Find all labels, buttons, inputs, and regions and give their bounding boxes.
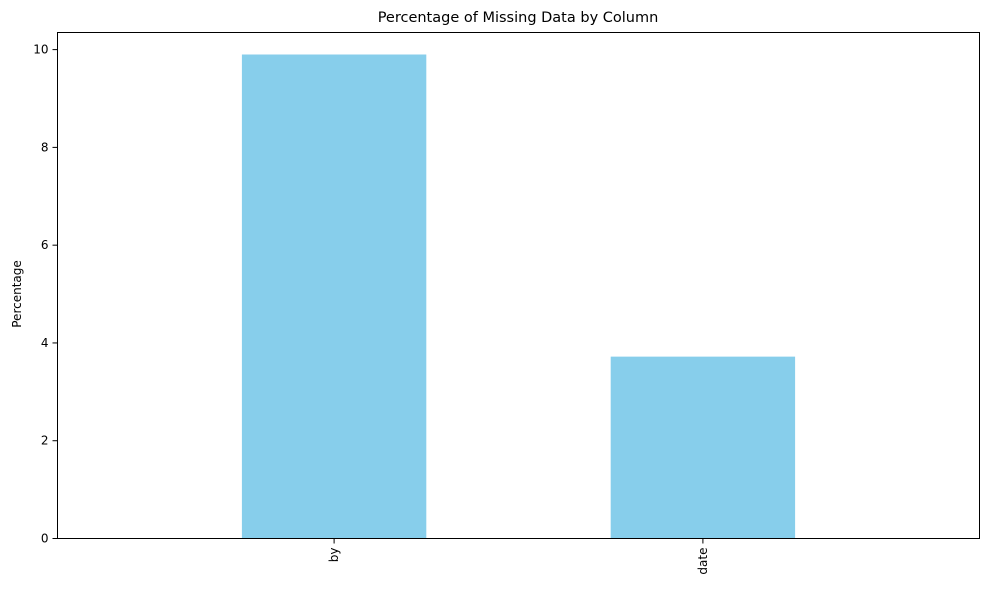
bars-group [241, 54, 796, 539]
y-tick-label: 8 [41, 140, 49, 154]
y-tick-label: 6 [41, 238, 49, 252]
y-tick-label: 4 [41, 336, 49, 350]
x-ticks-group: by date [327, 538, 710, 575]
y-tick-label: 2 [41, 434, 49, 448]
y-ticks-group: 0 2 4 6 8 10 [33, 43, 58, 546]
y-axis-label: Percentage [10, 260, 24, 328]
bar-date [610, 356, 796, 539]
plot-frame [57, 32, 980, 539]
bar-by [241, 54, 427, 539]
chart-title: Percentage of Missing Data by Column [378, 10, 659, 26]
x-tick-label: by [327, 548, 341, 563]
x-tick-label: date [696, 548, 710, 575]
y-tick-label: 0 [41, 532, 49, 546]
y-tick-label: 10 [33, 43, 48, 57]
